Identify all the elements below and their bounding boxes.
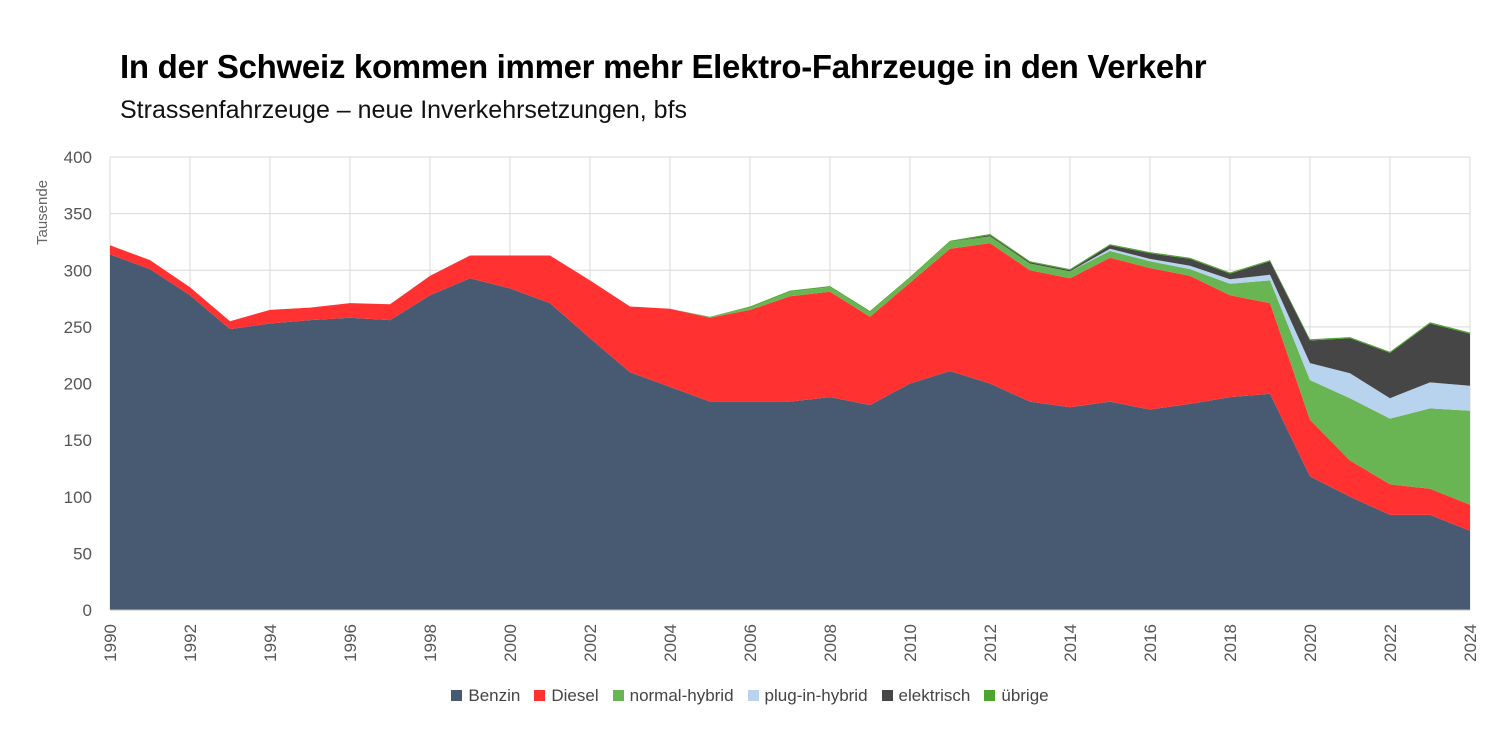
legend-label: normal-hybrid bbox=[629, 686, 734, 705]
y-tick-label: 400 bbox=[64, 148, 92, 167]
area-series-benzin bbox=[110, 254, 1470, 610]
area-series-diesel bbox=[110, 243, 1470, 531]
y-tick-label: 100 bbox=[64, 488, 92, 507]
x-tick-label: 2006 bbox=[741, 624, 760, 662]
y-tick-label: 0 bbox=[83, 601, 92, 620]
y-tick-label: 350 bbox=[64, 205, 92, 224]
y-tick-label: 300 bbox=[64, 261, 92, 280]
y-tick-label: 250 bbox=[64, 318, 92, 337]
chart-title: In der Schweiz kommen immer mehr Elektro… bbox=[120, 48, 1207, 85]
legend-label: Diesel bbox=[551, 686, 599, 705]
x-tick-label: 2002 bbox=[581, 624, 600, 662]
legend-item: übrige bbox=[984, 686, 1049, 706]
x-tick-label: 2008 bbox=[821, 624, 840, 662]
legend-label: Benzin bbox=[468, 686, 521, 705]
x-tick-label: 2014 bbox=[1061, 624, 1080, 662]
legend-swatch bbox=[984, 690, 996, 701]
x-tick-label: 1996 bbox=[341, 624, 360, 662]
x-tick-label: 2022 bbox=[1381, 624, 1400, 662]
x-tick-label: 2000 bbox=[501, 624, 520, 662]
legend-item: plug-in-hybrid bbox=[747, 686, 868, 706]
axes: 0 50 100 150 200 250 300 350 400 1990 1992 1994 1996… bbox=[64, 148, 1480, 662]
legend-label: übrige bbox=[1001, 686, 1049, 705]
x-tick-label: 1998 bbox=[421, 624, 440, 662]
legend-label: elektrisch bbox=[898, 686, 971, 705]
x-tick-label: 2018 bbox=[1221, 624, 1240, 662]
x-tick-label: 2012 bbox=[981, 624, 1000, 662]
legend-swatch bbox=[881, 690, 893, 701]
chart-subtitle: Strassenfahrzeuge – neue Inverkehrsetzun… bbox=[120, 96, 688, 124]
legend-item: elektrisch bbox=[881, 686, 971, 706]
x-tick-label: 2020 bbox=[1301, 624, 1320, 662]
y-tick-label: 150 bbox=[64, 431, 92, 450]
x-tick-label: 2016 bbox=[1141, 624, 1160, 662]
legend-swatch bbox=[534, 690, 546, 701]
legend-item: Benzin bbox=[451, 686, 520, 706]
x-tick-label: 2010 bbox=[901, 624, 920, 662]
legend-swatch bbox=[747, 690, 759, 701]
legend-swatch bbox=[612, 690, 624, 701]
legend-label: plug-in-hybrid bbox=[764, 686, 868, 705]
legend: Benzin Diesel normal-hybrid plug-in-hybrid e… bbox=[0, 686, 1500, 706]
stacked-areas bbox=[110, 234, 1470, 610]
x-tick-label: 2004 bbox=[661, 624, 680, 662]
y-tick-label: 50 bbox=[73, 544, 92, 563]
x-tick-label: 1992 bbox=[181, 624, 200, 662]
x-tick-label: 2024 bbox=[1461, 624, 1480, 662]
y-tick-label: 200 bbox=[64, 375, 92, 394]
x-tick-label: 1990 bbox=[101, 624, 120, 662]
x-tick-label: 1994 bbox=[261, 624, 280, 662]
legend-item: Diesel bbox=[534, 686, 599, 706]
y-axis-label: Tausende bbox=[34, 180, 51, 245]
legend-item: normal-hybrid bbox=[612, 686, 734, 706]
legend-swatch bbox=[451, 690, 463, 701]
